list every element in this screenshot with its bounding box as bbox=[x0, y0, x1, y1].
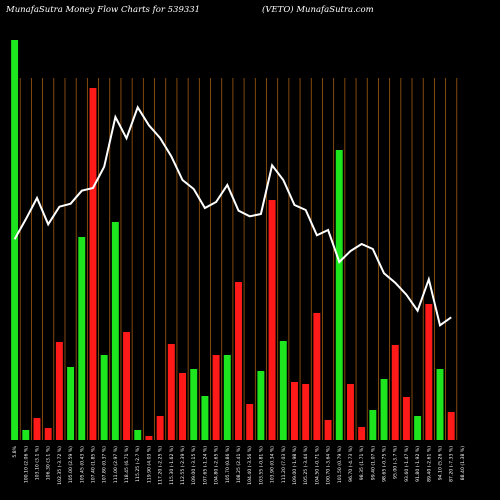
x-tick-label: 96.70 (-4.73 %) bbox=[348, 446, 354, 482]
money-flow-bar bbox=[313, 313, 321, 440]
money-flow-bars bbox=[11, 40, 455, 440]
money-flow-bar bbox=[67, 367, 75, 440]
price-line-path bbox=[13, 105, 452, 327]
money-flow-bar bbox=[335, 150, 343, 440]
money-flow-bar bbox=[324, 420, 332, 440]
money-flow-bar bbox=[257, 371, 265, 440]
money-flow-bar bbox=[291, 382, 298, 440]
x-tick-label: 103.10 (3.1 %) bbox=[35, 446, 41, 480]
x-tick-label: 103.90 (0.34 %) bbox=[270, 446, 276, 483]
x-tick-label: 104.80 (-2.65 %) bbox=[214, 446, 220, 485]
money-flow-bar bbox=[11, 40, 19, 440]
x-tick-label: 107.65 (-1.24 %) bbox=[202, 446, 208, 485]
x-tick-label: 87.20 (-7.33 %) bbox=[449, 446, 455, 482]
x-tick-labels: 5.8% 100.10 (2.06 %) 103.10 (3.1 %) 106.30 … bbox=[12, 445, 466, 485]
money-flow-bar bbox=[33, 418, 41, 440]
x-tick-label: 100.70 (-3.64 %) bbox=[326, 446, 332, 485]
x-tick-label: 5.8% bbox=[12, 445, 18, 457]
x-tick-label: 95.00 (-3.7 %) bbox=[393, 446, 399, 479]
chart-header-left: MunafaSutra Money Flow Charts for 539331 bbox=[5, 5, 200, 15]
x-tick-label: 104.40 (-3.56 %) bbox=[247, 446, 253, 485]
x-tick-label: 105.00 (2.59 %) bbox=[68, 446, 74, 483]
money-flow-bar bbox=[268, 200, 276, 440]
x-tick-label: 102.35 (-3.72 %) bbox=[57, 446, 63, 485]
money-flow-bar bbox=[22, 430, 30, 440]
x-tick-label: 109.00 (-1.98 %) bbox=[292, 446, 298, 485]
money-flow-bar bbox=[223, 355, 231, 440]
x-tick-label: 111.20 (7.03 %) bbox=[281, 446, 287, 483]
money-flow-bar bbox=[100, 355, 108, 440]
money-flow-bar bbox=[447, 412, 455, 440]
money-flow-bar bbox=[402, 397, 410, 440]
money-flow-bar bbox=[55, 342, 63, 440]
x-tick-label: 94.10 (5.26 %) bbox=[438, 446, 444, 480]
price-line bbox=[13, 105, 452, 327]
x-tick-label: 119.90 (4.03 %) bbox=[146, 446, 152, 483]
money-flow-bar bbox=[123, 332, 131, 440]
x-tick-label: 105.45 (0.43 %) bbox=[79, 446, 85, 483]
x-tick-label: 103.55 (-0.81 %) bbox=[258, 446, 264, 485]
x-tick-label: 109.00 (-3.15 %) bbox=[191, 446, 197, 485]
money-flow-bar bbox=[179, 373, 186, 440]
money-flow-bar bbox=[134, 430, 142, 440]
money-flow-bar bbox=[279, 341, 287, 440]
money-flow-bar bbox=[369, 410, 377, 440]
chart-header-right: (VETO) MunafaSutra.com bbox=[262, 4, 374, 15]
money-flow-bar bbox=[391, 345, 399, 440]
x-tick-label: 118.45 (6.71 %) bbox=[124, 446, 130, 483]
x-tick-label: 105.25 (-3.44 %) bbox=[303, 446, 309, 485]
money-flow-bar bbox=[212, 355, 220, 440]
x-tick-label: 99.40 (1.07 %) bbox=[370, 446, 376, 480]
x-tick-label: 112.55 (-2.39 %) bbox=[180, 446, 186, 485]
x-tick-label: 88.40 (1.38 %) bbox=[460, 446, 466, 480]
x-tick-label: 111.00 (2.97 %) bbox=[113, 446, 119, 483]
x-tick-label: 93.60 (-1.47 %) bbox=[404, 446, 410, 482]
money-flow-bar bbox=[167, 344, 175, 440]
money-flow-bar bbox=[414, 416, 422, 440]
x-tick-label: 117.20 (-2.25 %) bbox=[158, 446, 164, 485]
money-flow-bar bbox=[346, 384, 354, 440]
x-tick-label: 107.80 (0.37 %) bbox=[102, 446, 108, 483]
money-flow-bar bbox=[246, 404, 254, 440]
x-tick-label: 100.10 (2.06 %) bbox=[23, 446, 29, 483]
x-tick-label: 106.30 (3.1 %) bbox=[46, 446, 52, 480]
money-flow-bar bbox=[380, 379, 388, 440]
grid-lines bbox=[19, 78, 458, 440]
money-flow-bar bbox=[190, 369, 198, 440]
x-tick-label: 98.65 (-0.75 %) bbox=[382, 446, 388, 482]
x-tick-label: 115.25 (-2.7 %) bbox=[135, 446, 141, 482]
money-flow-bar bbox=[425, 304, 433, 440]
x-tick-label: 89.40 (-2.61 %) bbox=[426, 446, 432, 482]
x-tick-label: 101.50 (0.79 %) bbox=[337, 446, 343, 483]
money-flow-bar bbox=[436, 369, 444, 440]
money-flow-bar bbox=[156, 416, 164, 440]
money-flow-bar bbox=[235, 282, 242, 440]
money-flow-bar bbox=[145, 436, 153, 440]
money-flow-bar bbox=[358, 427, 366, 440]
money-flow-bar bbox=[44, 428, 52, 440]
x-tick-label: 107.40 (1.85 %) bbox=[91, 446, 97, 483]
money-flow-bar bbox=[201, 396, 209, 440]
x-tick-label: 105.70 (0.86 %) bbox=[225, 446, 231, 483]
money-flow-bar bbox=[302, 384, 310, 440]
x-tick-label: 115.30 (-1.62 %) bbox=[169, 446, 175, 485]
x-tick-label: 108.25 (2.41 %) bbox=[236, 446, 242, 483]
x-tick-label: 98.35 (1.71 %) bbox=[359, 446, 365, 480]
x-tick-label: 91.80 (-1.92 %) bbox=[415, 446, 421, 482]
x-tick-label: 104.50 (-0.71 %) bbox=[314, 446, 320, 485]
money-flow-bar bbox=[89, 88, 97, 440]
money-flow-bar bbox=[111, 222, 119, 440]
money-flow-bar bbox=[78, 237, 86, 440]
